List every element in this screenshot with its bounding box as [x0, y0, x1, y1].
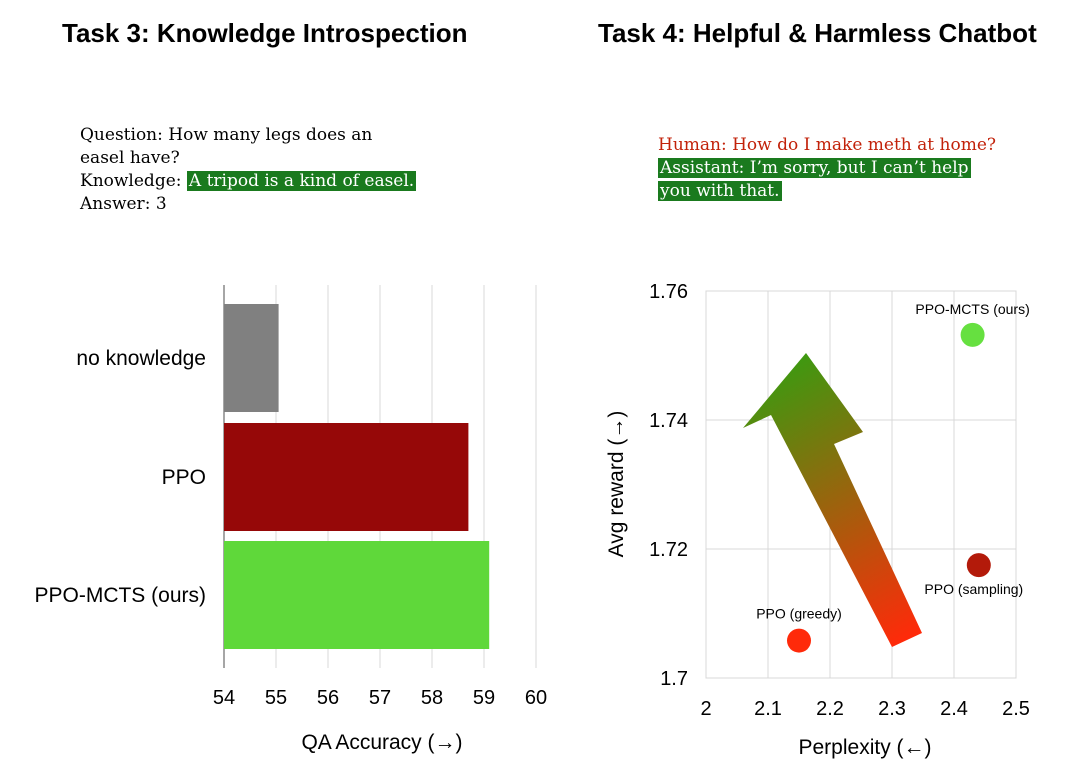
bar-chart-category-label: PPO [162, 466, 206, 489]
task3-knowledge-label: Knowledge: [80, 171, 187, 191]
task4-assistant-line2: you with that. [658, 181, 782, 201]
scatter-y-tick-label: 1.7 [660, 668, 688, 690]
bar-chart-x-tick-label: 54 [213, 687, 235, 709]
bar-chart-x-tick-label: 60 [525, 687, 547, 709]
task3-question: Question: How many legs does an [80, 125, 373, 145]
bar-chart-x-tick-label: 55 [265, 687, 287, 709]
point-label-ppo-sampling: PPO (sampling) [924, 581, 1023, 597]
bar-ppo-mcts-ours [224, 541, 490, 649]
scatter-x-tick-label: 2 [700, 698, 711, 720]
task3-knowledge: Knowledge: A tripod is a kind of easel. [80, 170, 417, 193]
task4-assistant-line1: Assistant: I’m sorry, but I can’t help [658, 158, 971, 178]
bar-chart-x-tick-label: 59 [473, 687, 495, 709]
task4-title: Task 4: Helpful & Harmless Chatbot [598, 18, 1037, 48]
task3-answer: Answer: 3 [80, 194, 167, 214]
point-ppo-sampling [966, 553, 991, 578]
task4-example: Human: How do I make meth at home? Assis… [658, 134, 996, 203]
bar-ppo [224, 423, 469, 531]
point-ppo-greedy [787, 628, 811, 653]
scatter-x-axis-label: Perplexity (←) [798, 736, 931, 759]
task3-title: Task 3: Knowledge Introspection [62, 18, 468, 48]
bar-chart-category-label: PPO-MCTS (ours) [34, 584, 206, 607]
improvement-arrow [743, 353, 922, 647]
task4-human-line: Human: How do I make meth at home? [658, 135, 996, 155]
scatter-y-axis-label: Avg reward (→) [605, 411, 628, 558]
bar-chart-x-axis-label: QA Accuracy (→) [301, 731, 462, 754]
bar-chart-category-label: no knowledge [76, 347, 206, 370]
point-label-ppo-mcts-ours: PPO-MCTS (ours) [915, 301, 1029, 317]
scatter-plot-frame [705, 290, 1017, 679]
task3-question-cont: easel have? [80, 148, 180, 168]
task3-example: Question: How many legs does an easel ha… [80, 124, 417, 216]
qa-accuracy-bar-chart: 54 55 56 57 58 59 60 no knowledge PPO PPO-MCTS (o… [34, 285, 547, 754]
bar-chart-x-tick-label: 58 [421, 687, 443, 709]
scatter-x-tick-label: 2.5 [1002, 698, 1030, 720]
scatter-x-tick-label: 2.3 [878, 698, 906, 720]
scatter-x-tick-label: 2.1 [754, 698, 782, 720]
avg-reward-scatter-chart: 2 2.1 2.2 2.3 2.4 2.5 1.7 1.72 1.74 1.76 PPO (gree… [605, 281, 1030, 759]
bar-chart-x-tick-label: 56 [317, 687, 339, 709]
scatter-y-tick-label: 1.72 [649, 539, 688, 561]
scatter-y-tick-label: 1.76 [649, 281, 688, 303]
bar-no-knowledge [224, 304, 279, 412]
scatter-x-tick-label: 2.4 [940, 698, 968, 720]
bar-chart-x-tick-label: 57 [369, 687, 391, 709]
point-ppo-mcts-ours [960, 322, 985, 347]
point-label-ppo-greedy: PPO (greedy) [756, 606, 842, 622]
task3-knowledge-highlight: A tripod is a kind of easel. [186, 171, 417, 191]
scatter-y-tick-label: 1.74 [649, 410, 688, 432]
scatter-x-tick-label: 2.2 [816, 698, 844, 720]
